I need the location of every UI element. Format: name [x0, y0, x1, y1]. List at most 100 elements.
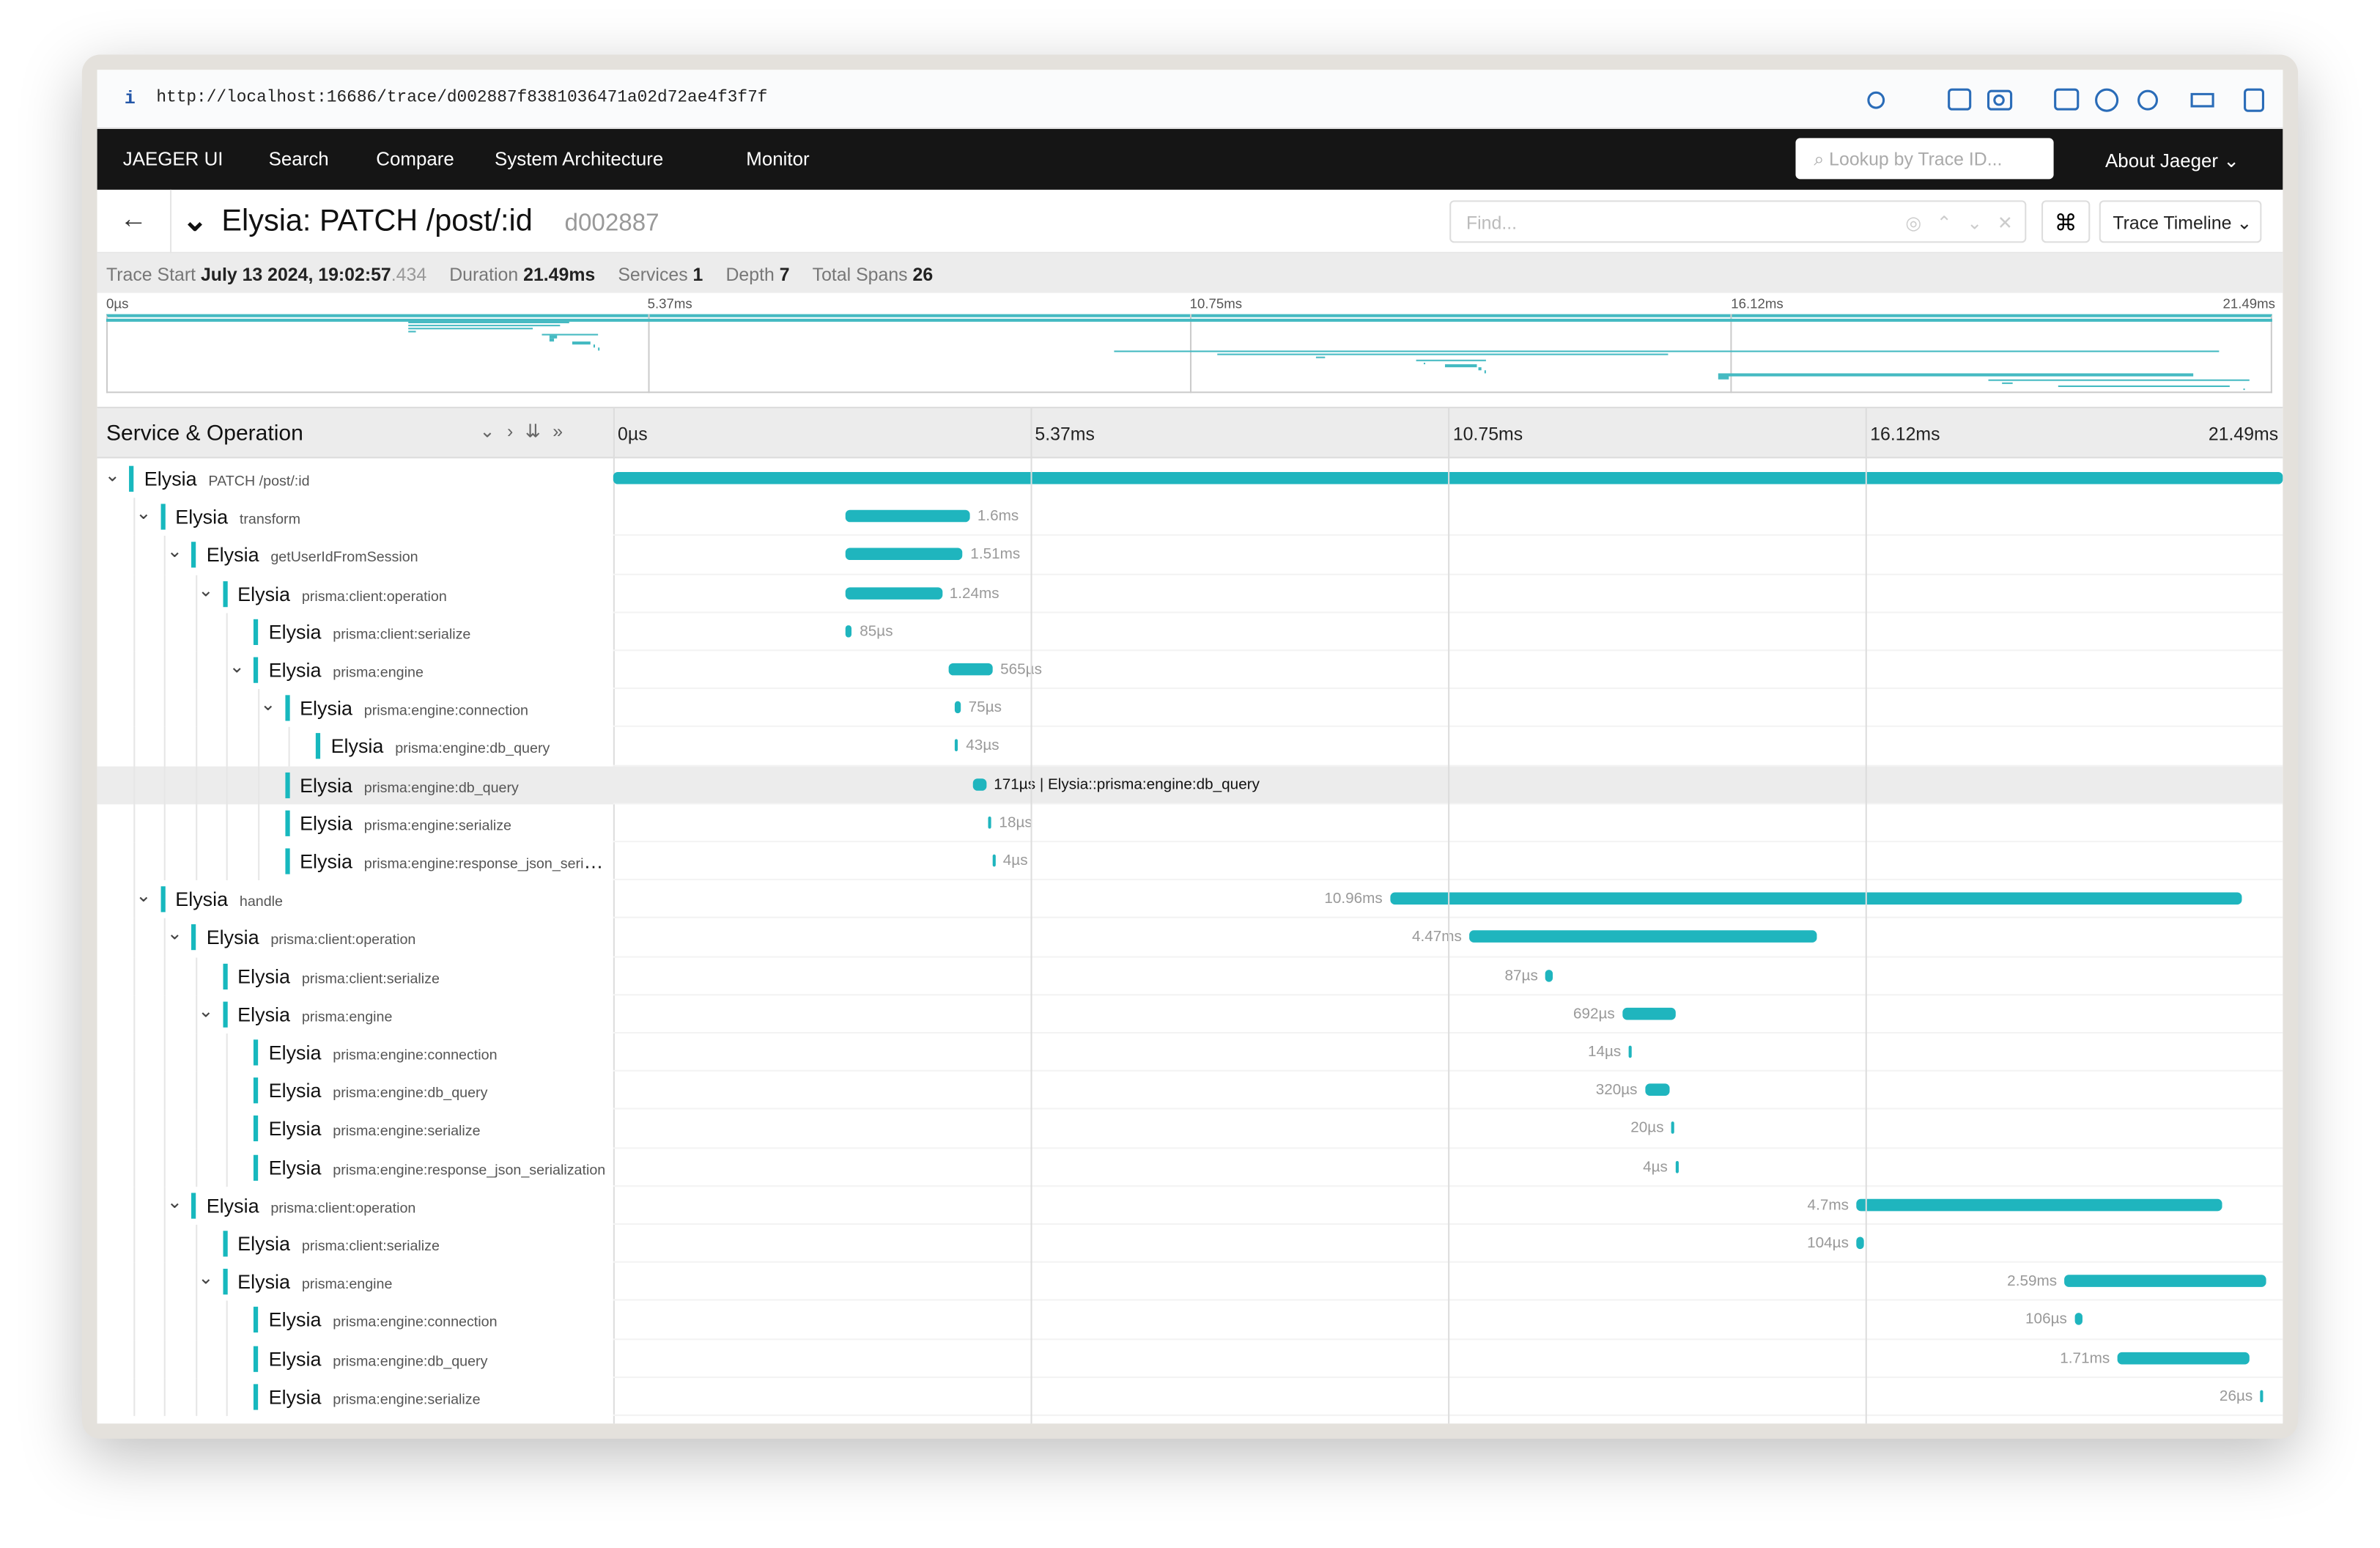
- nav-item[interactable]: Compare: [376, 148, 454, 170]
- find-input[interactable]: Find... ◎ ⌃ ⌄ ✕: [1449, 200, 2027, 243]
- minimap-span: [407, 327, 533, 330]
- span-row[interactable]: ⌄ Elysia prisma:engine 692µs: [97, 995, 2283, 1034]
- service-name: Elysia: [144, 467, 197, 490]
- tree-guide: [195, 1110, 197, 1149]
- expand-controls[interactable]: ⌄›⇊»: [479, 420, 575, 442]
- span-toggle[interactable]: ⌄: [136, 502, 152, 524]
- span-row[interactable]: Elysia prisma:client:serialize 85µs: [97, 613, 2283, 652]
- tree-guide: [195, 613, 197, 652]
- brand[interactable]: JAEGER UI: [122, 148, 223, 170]
- find-controls: ◎ ⌃ ⌄ ✕: [1905, 212, 2013, 234]
- url[interactable]: http://localhost:16686/trace/d002887f838…: [156, 89, 768, 108]
- span-toggle[interactable]: ⌄: [166, 923, 182, 945]
- toolbar-icons[interactable]: [1858, 85, 2267, 115]
- tree-guide: [163, 842, 166, 881]
- span-row[interactable]: Elysia prisma:client:serialize 104µs: [97, 1224, 2283, 1264]
- service-name: Elysia: [268, 1155, 322, 1179]
- tree-guide: [226, 765, 228, 804]
- span-toggle[interactable]: ⌄: [104, 464, 120, 486]
- span-row[interactable]: Elysia prisma:engine:response_json_seria…: [97, 1148, 2283, 1187]
- span-row[interactable]: Elysia prisma:engine:serialize 20µs: [97, 1110, 2283, 1149]
- operation-name: prisma:engine:connection: [363, 703, 529, 720]
- span-toggle[interactable]: ⌄: [260, 693, 276, 715]
- span-bar: [988, 816, 992, 829]
- span-name: Elysia prisma:client:operation: [237, 582, 605, 605]
- span-toggle[interactable]: ⌄: [198, 579, 214, 601]
- shortcuts-button[interactable]: ⌘: [2041, 200, 2091, 243]
- span-row[interactable]: ⌄ Elysia prisma:engine 565µs: [97, 651, 2283, 690]
- operation-name: PATCH /post/:id: [208, 473, 310, 490]
- trace-id-search[interactable]: ⌕ Lookup by Trace ID...: [1795, 138, 2054, 180]
- nav-item[interactable]: Search: [268, 148, 329, 170]
- service-color: [222, 1269, 227, 1295]
- span-row[interactable]: Elysia prisma:engine:db_query 43µs: [97, 727, 2283, 766]
- span-toggle[interactable]: ⌄: [198, 1267, 214, 1289]
- span-toggle[interactable]: ⌄: [166, 1191, 182, 1212]
- operation-name: handle: [239, 893, 283, 911]
- duration-label: 4.47ms: [1411, 929, 1462, 946]
- about-menu[interactable]: About Jaeger ⌄: [2105, 150, 2239, 172]
- row-border: [613, 1184, 2283, 1187]
- tree-guide: [195, 1301, 197, 1340]
- service-color: [284, 772, 289, 798]
- stat: Depth 7: [725, 264, 789, 285]
- span-bar: [1545, 969, 1553, 981]
- window: i http://localhost:16686/trace/d002887f8…: [81, 54, 2299, 1439]
- service-name: Elysia: [268, 1041, 322, 1064]
- view-select[interactable]: Trace Timeline ⌄: [2099, 200, 2262, 243]
- minimap-tick: [647, 314, 649, 394]
- service-name: Elysia: [268, 1385, 322, 1409]
- span-row[interactable]: ⌄ Elysia prisma:engine:connection 75µs: [97, 689, 2283, 728]
- grid-line: [1448, 408, 1450, 1424]
- service-color: [253, 1116, 259, 1142]
- service-color: [284, 810, 289, 836]
- span-row[interactable]: ⌄ Elysia prisma:client:operation 4.47ms: [97, 918, 2283, 957]
- operation-name: prisma:engine:connection: [333, 1047, 498, 1064]
- span-name: Elysia getUserIdFromSession: [207, 544, 606, 567]
- back-button[interactable]: ←: [119, 203, 147, 234]
- collapse-toggle[interactable]: ⌄: [182, 204, 208, 239]
- minimap-span: [106, 318, 2272, 322]
- nav-item[interactable]: System Architecture: [495, 148, 664, 170]
- span-toggle[interactable]: ⌄: [198, 1000, 214, 1022]
- minimap-tick-label: 16.12ms: [1731, 295, 1784, 312]
- span-row[interactable]: Elysia prisma:engine:connection 106µs: [97, 1301, 2283, 1340]
- span-row[interactable]: Elysia prisma:client:serialize 87µs: [97, 957, 2283, 995]
- duration-label: 18µs: [999, 814, 1032, 832]
- span-name: Elysia prisma:client:operation: [207, 1194, 606, 1217]
- span-toggle[interactable]: ⌄: [166, 540, 182, 562]
- span-row[interactable]: ⌄ Elysia prisma:engine 2.59ms: [97, 1263, 2283, 1302]
- row-border: [613, 1338, 2283, 1340]
- service-color: [253, 657, 259, 683]
- span-bar: [845, 510, 970, 523]
- span-row[interactable]: Elysia prisma:engine:response_json_seria…: [97, 842, 2283, 881]
- span-row[interactable]: ⌄ Elysia prisma:client:operation 4.7ms: [97, 1186, 2283, 1225]
- trace-title: Elysia: PATCH /post/:id: [221, 204, 533, 239]
- operation-name: prisma:client:serialize: [301, 1238, 440, 1256]
- span-row[interactable]: Elysia prisma:engine:db_query 320µs: [97, 1072, 2283, 1110]
- tree-guide: [133, 765, 135, 804]
- service-color: [222, 1231, 227, 1257]
- span-row[interactable]: Elysia prisma:engine:serialize 26µs: [97, 1377, 2283, 1416]
- nav-item[interactable]: Monitor: [746, 148, 810, 170]
- span-row[interactable]: ⌄ Elysia PATCH /post/:id: [97, 460, 2283, 498]
- minimap-tick-label: 21.49ms: [2222, 295, 2276, 312]
- tree-guide: [133, 727, 135, 766]
- span-row[interactable]: Elysia prisma:engine:serialize 18µs: [97, 803, 2283, 843]
- span-bar: [845, 586, 942, 600]
- row-border: [613, 1031, 2283, 1034]
- span-toggle[interactable]: ⌄: [136, 885, 152, 907]
- span-toggle[interactable]: ⌄: [229, 655, 245, 677]
- span-row[interactable]: Elysia prisma:engine:db_query 1.71ms: [97, 1339, 2283, 1378]
- span-row[interactable]: Elysia prisma:engine:connection 14µs: [97, 1033, 2283, 1072]
- span-row[interactable]: Elysia prisma:engine:db_query 171µs | Ely…: [97, 765, 2283, 804]
- span-row[interactable]: ⌄ Elysia transform 1.6ms: [97, 498, 2283, 537]
- service-name: Elysia: [206, 1194, 259, 1217]
- tree-guide: [133, 1110, 135, 1149]
- minimap-span: [1216, 353, 1668, 356]
- span-row[interactable]: ⌄ Elysia handle 10.96ms: [97, 880, 2283, 919]
- span-row[interactable]: ⌄ Elysia prisma:client:operation 1.24ms: [97, 574, 2283, 613]
- span-name: Elysia prisma:engine:db_query: [331, 735, 606, 758]
- span-row[interactable]: ⌄ Elysia getUserIdFromSession 1.51ms: [97, 536, 2283, 575]
- span-bar: [2064, 1275, 2266, 1288]
